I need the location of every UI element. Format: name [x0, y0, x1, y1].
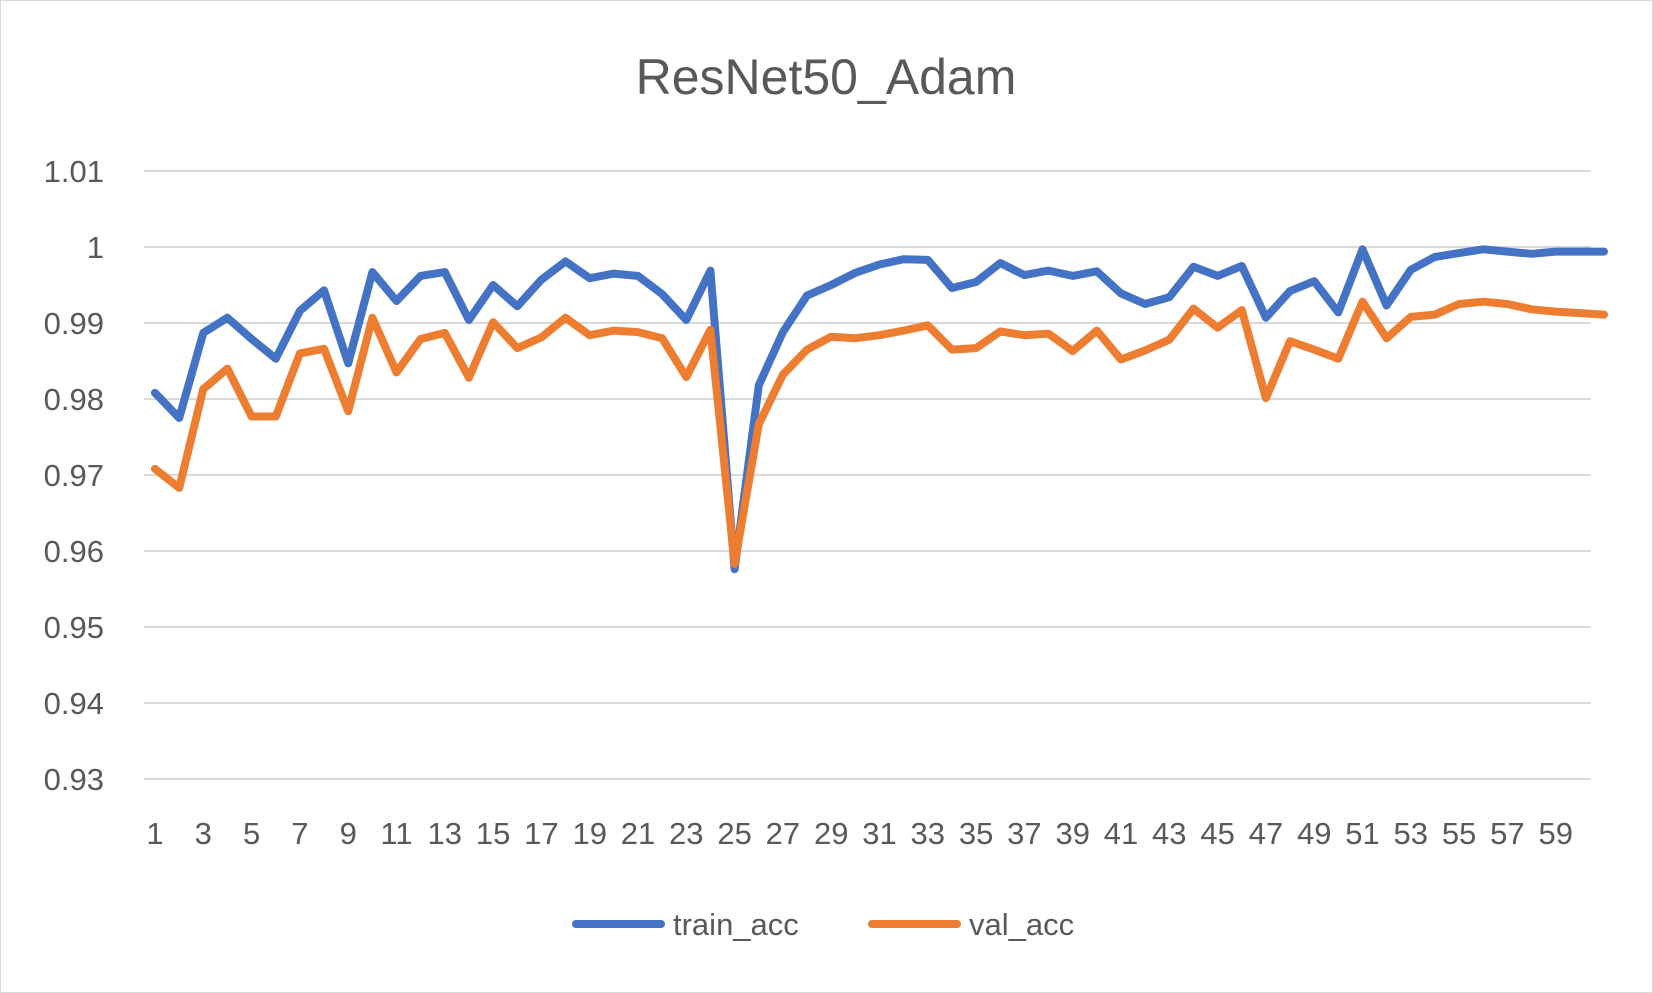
x-tick-label: 41 — [1104, 816, 1138, 851]
gridlines — [144, 170, 1591, 780]
x-tick-label: 23 — [669, 816, 703, 851]
x-tick-label: 59 — [1538, 816, 1572, 851]
x-axis-ticks: 1 3 5 7 9 11 13 15 17 19 21 23 25 27 29 31 33 35 37 39 41 43 4… — [146, 816, 1573, 851]
y-tick-label: 0.98 — [44, 382, 104, 417]
x-tick-label: 33 — [911, 816, 945, 851]
y-tick-label: 1 — [87, 230, 104, 265]
legend-label: val_acc — [969, 907, 1074, 942]
series-line-train-acc — [151, 245, 1608, 574]
x-tick-label: 55 — [1442, 816, 1476, 851]
y-tick-label: 0.99 — [44, 306, 104, 341]
x-tick-label: 43 — [1152, 816, 1186, 851]
x-tick-label: 57 — [1490, 816, 1524, 851]
x-tick-label: 15 — [476, 816, 510, 851]
y-tick-label: 0.94 — [44, 686, 104, 721]
x-tick-label: 25 — [717, 816, 751, 851]
x-tick-label: 27 — [766, 816, 800, 851]
x-tick-label: 35 — [959, 816, 993, 851]
x-tick-label: 19 — [572, 816, 606, 851]
x-tick-label: 49 — [1297, 816, 1331, 851]
legend-label: train_acc — [673, 907, 799, 942]
series-line-val-acc — [151, 297, 1608, 568]
x-tick-label: 9 — [340, 816, 357, 851]
y-tick-label: 0.96 — [44, 534, 104, 569]
x-tick-label: 7 — [291, 816, 308, 851]
x-tick-label: 11 — [380, 816, 412, 851]
y-tick-label: 0.97 — [44, 458, 104, 493]
legend-item-val-acc: val_acc — [868, 907, 1074, 942]
x-tick-label: 45 — [1200, 816, 1234, 851]
y-tick-label: 0.95 — [44, 610, 104, 645]
x-tick-label: 51 — [1345, 816, 1379, 851]
x-tick-label: 39 — [1055, 816, 1089, 851]
y-axis-ticks: 0.93 0.94 0.95 0.96 0.97 0.98 0.99 1 1.01 — [44, 154, 104, 797]
legend: train_acc val_acc — [572, 907, 1074, 942]
plot-series — [151, 245, 1608, 574]
x-tick-label: 1 — [146, 816, 163, 851]
y-tick-label: 0.93 — [44, 762, 104, 797]
x-tick-label: 5 — [243, 816, 260, 851]
x-tick-label: 29 — [814, 816, 848, 851]
x-tick-label: 21 — [621, 816, 655, 851]
legend-item-train-acc: train_acc — [572, 907, 799, 942]
x-tick-label: 13 — [428, 816, 462, 851]
chart-title: ResNet50_Adam — [636, 49, 1017, 105]
x-tick-label: 17 — [524, 816, 558, 851]
x-tick-label: 47 — [1249, 816, 1283, 851]
x-tick-label: 31 — [862, 816, 896, 851]
x-tick-label: 37 — [1007, 816, 1041, 851]
x-tick-label: 53 — [1394, 816, 1428, 851]
y-tick-label: 1.01 — [44, 154, 104, 189]
x-tick-label: 3 — [195, 816, 212, 851]
